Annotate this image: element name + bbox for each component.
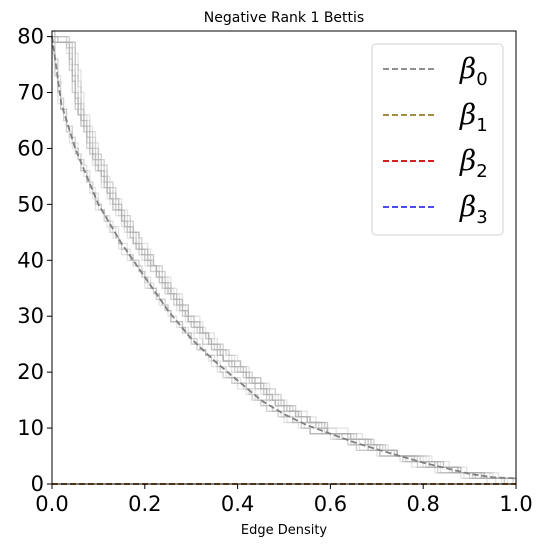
legend-label-2: β2 bbox=[459, 144, 488, 182]
x-tick-label: 0.0 bbox=[35, 492, 68, 516]
x-tick-label: 1.0 bbox=[499, 492, 532, 516]
y-tick-label: 50 bbox=[17, 192, 44, 216]
individual-traces bbox=[52, 30, 517, 485]
legend-box bbox=[371, 43, 504, 236]
series-line-0 bbox=[51, 36, 517, 480]
plot-frame bbox=[51, 30, 517, 485]
trace-line bbox=[52, 52, 516, 485]
trace-line bbox=[52, 35, 517, 484]
y-tick-label: 20 bbox=[17, 360, 44, 384]
trace-line bbox=[52, 47, 516, 485]
y-tick-label: 0 bbox=[31, 472, 44, 496]
trace-line bbox=[52, 35, 516, 485]
y-axis-ticks: 0 10 20 30 40 50 60 70 80 bbox=[17, 25, 52, 496]
y-tick-label: 60 bbox=[17, 136, 44, 160]
chart-title: Negative Rank 1 Bettis bbox=[204, 10, 364, 26]
y-tick-label: 30 bbox=[17, 304, 44, 328]
trace-line bbox=[52, 35, 516, 480]
x-tick-label: 0.2 bbox=[128, 492, 161, 516]
x-axis-label: Edge Density bbox=[241, 523, 328, 538]
trace-line bbox=[52, 35, 516, 480]
x-tick-label: 0.4 bbox=[221, 492, 254, 516]
trace-line bbox=[52, 30, 516, 485]
y-tick-label: 70 bbox=[17, 81, 44, 105]
x-axis-ticks: 0.0 0.2 0.4 0.6 0.8 1.0 bbox=[35, 484, 533, 516]
trace-line bbox=[52, 41, 516, 485]
x-tick-label: 0.6 bbox=[314, 492, 347, 516]
trace-line bbox=[52, 35, 516, 485]
trace-line bbox=[52, 41, 516, 485]
trace-line bbox=[52, 41, 516, 480]
trace-line bbox=[52, 35, 516, 485]
legend-label-3: β3 bbox=[459, 190, 488, 228]
trace-line bbox=[52, 35, 516, 480]
y-tick-label: 40 bbox=[17, 248, 44, 272]
legend: β0 β1 β2 β3 bbox=[371, 43, 504, 236]
y-tick-label: 80 bbox=[17, 25, 44, 49]
legend-label-1: β1 bbox=[459, 98, 488, 136]
y-tick-label: 10 bbox=[17, 416, 44, 440]
trace-line bbox=[52, 41, 516, 480]
x-tick-label: 0.8 bbox=[406, 492, 439, 516]
legend-label-0: β0 bbox=[459, 52, 488, 90]
